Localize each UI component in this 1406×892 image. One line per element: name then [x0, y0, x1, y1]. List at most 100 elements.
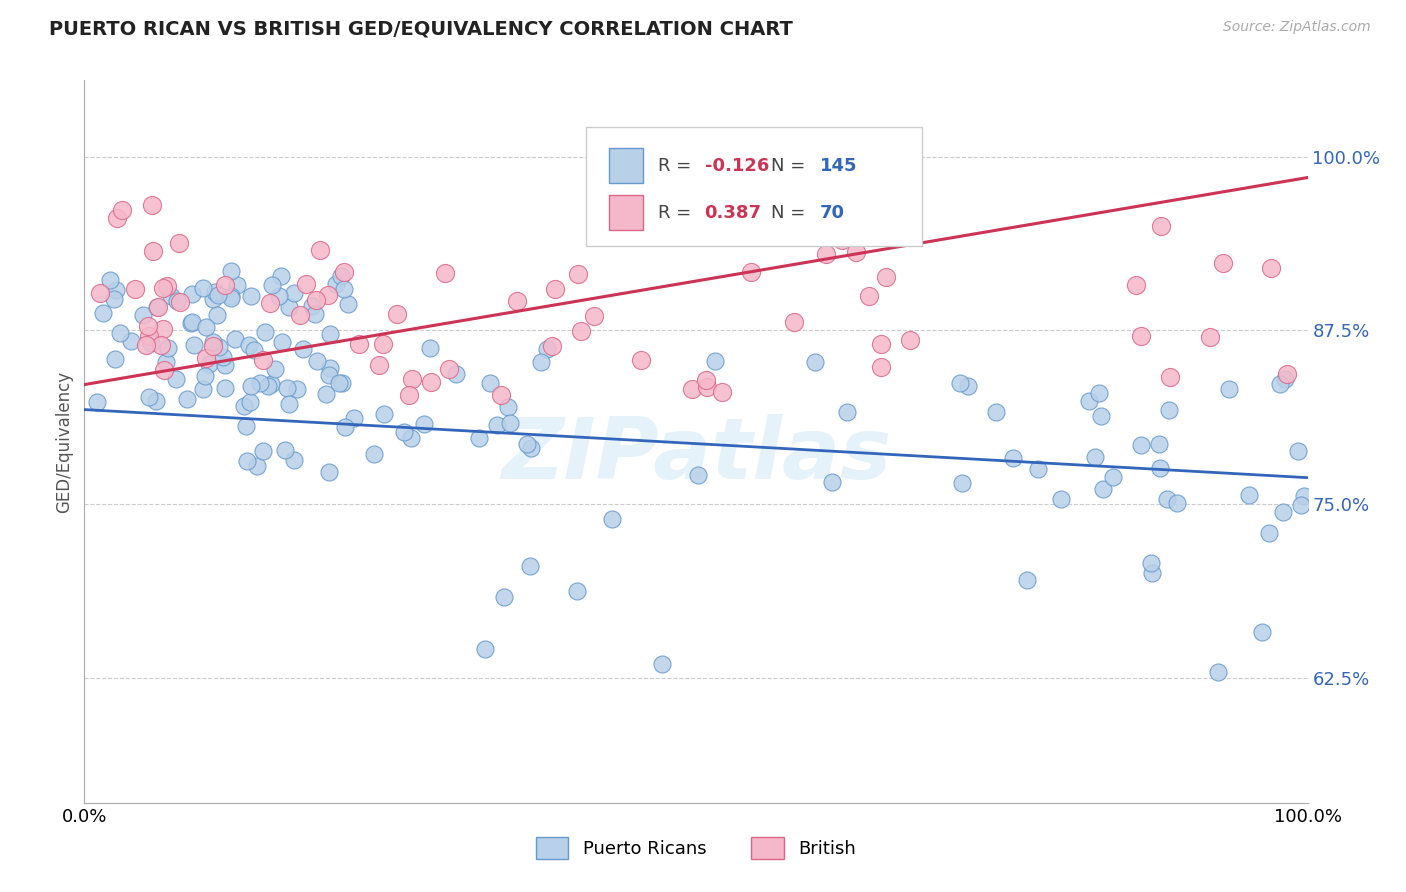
Point — [870, 359, 893, 374]
Point — [1212, 256, 1234, 270]
Point — [205, 308, 228, 322]
Point — [1129, 329, 1152, 343]
Point — [696, 380, 718, 394]
Point — [567, 267, 589, 281]
Point — [1084, 450, 1107, 465]
Point — [1088, 386, 1111, 401]
Point — [176, 392, 198, 406]
Point — [152, 322, 174, 336]
Point — [804, 355, 827, 369]
Point — [180, 317, 202, 331]
Point — [219, 264, 242, 278]
Point — [318, 368, 340, 382]
Point — [260, 376, 283, 391]
Point — [211, 350, 233, 364]
Point — [1026, 461, 1049, 475]
Point — [602, 512, 624, 526]
Point — [111, 202, 134, 217]
Point — [875, 269, 897, 284]
Point — [285, 382, 308, 396]
Point — [194, 351, 217, 365]
FancyBboxPatch shape — [586, 128, 922, 246]
Point — [371, 336, 394, 351]
Point — [582, 310, 605, 324]
Text: PUERTO RICAN VS BRITISH GED/EQUIVALENCY CORRELATION CHART: PUERTO RICAN VS BRITISH GED/EQUIVALENCY … — [49, 20, 793, 38]
Point — [1286, 444, 1309, 458]
Point — [506, 294, 529, 309]
Point — [1277, 367, 1299, 381]
Point — [138, 329, 160, 343]
Point — [273, 442, 295, 457]
Point — [1237, 488, 1260, 502]
Point — [103, 292, 125, 306]
Text: ZIPatlas: ZIPatlas — [501, 415, 891, 498]
Point — [373, 407, 395, 421]
Point — [238, 338, 260, 352]
Point — [226, 278, 249, 293]
Point — [433, 266, 456, 280]
Point — [283, 285, 305, 300]
Point — [1050, 492, 1073, 507]
Point — [124, 282, 146, 296]
Bar — [609, 195, 644, 230]
Point — [165, 372, 187, 386]
Point — [198, 357, 221, 371]
Point — [398, 388, 420, 402]
Point — [869, 337, 891, 351]
Text: R =: R = — [658, 203, 697, 221]
Point — [318, 465, 340, 479]
Point — [278, 397, 301, 411]
Point — [544, 283, 567, 297]
Point — [1130, 438, 1153, 452]
Point — [278, 300, 301, 314]
Point — [1260, 260, 1282, 275]
Point — [740, 265, 762, 279]
Point — [259, 296, 281, 310]
Point — [135, 338, 157, 352]
Point — [142, 244, 165, 259]
Point — [270, 268, 292, 283]
Point — [343, 411, 366, 425]
Point — [159, 289, 181, 303]
Point — [308, 244, 330, 258]
Point — [91, 306, 114, 320]
Point — [267, 289, 290, 303]
Point — [986, 405, 1008, 419]
Point — [204, 285, 226, 299]
Point — [235, 454, 257, 468]
Point — [148, 300, 170, 314]
Point — [520, 441, 543, 455]
Point — [837, 405, 859, 419]
Point — [336, 297, 359, 311]
Point — [169, 294, 191, 309]
Point — [239, 288, 262, 302]
Point — [814, 247, 837, 261]
Point — [207, 287, 229, 301]
Legend: Puerto Ricans, British: Puerto Ricans, British — [529, 830, 863, 866]
Point — [1274, 372, 1296, 386]
Point — [329, 269, 352, 284]
Point — [1092, 482, 1115, 496]
Point — [1289, 498, 1312, 512]
Point — [630, 352, 652, 367]
Point — [98, 273, 121, 287]
Point — [105, 283, 128, 297]
Point — [301, 299, 323, 313]
Point — [328, 376, 350, 391]
Point — [132, 308, 155, 322]
Point — [208, 340, 231, 354]
Point — [252, 352, 274, 367]
Point — [711, 384, 734, 399]
Point — [254, 325, 277, 339]
Point — [349, 336, 371, 351]
Point — [681, 382, 703, 396]
Point — [201, 292, 224, 306]
Point — [86, 395, 108, 409]
Point — [315, 386, 337, 401]
Point — [1250, 625, 1272, 640]
Point — [271, 335, 294, 350]
Point — [120, 334, 142, 348]
Point — [1090, 409, 1112, 424]
Point — [214, 381, 236, 395]
Text: 145: 145 — [820, 156, 858, 175]
